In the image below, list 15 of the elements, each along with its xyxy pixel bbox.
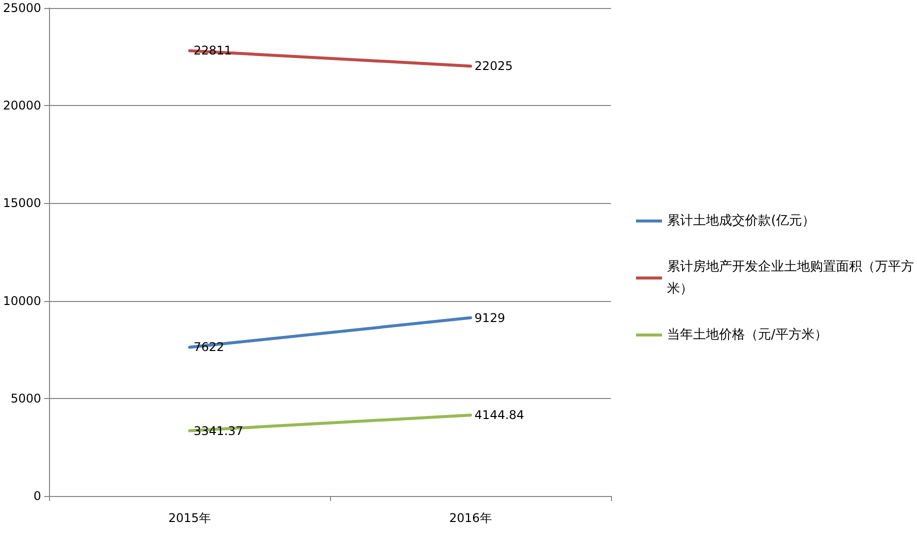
data-label: 22025 xyxy=(474,59,513,74)
legend-label: 累计土地成交价款(亿元） xyxy=(667,212,816,228)
x-tick-label: 2016年 xyxy=(449,511,492,525)
y-tick-label: 15000 xyxy=(2,196,42,210)
data-label: 9129 xyxy=(474,310,506,325)
y-tick-label: 25000 xyxy=(2,1,42,15)
y-tick-label: 5000 xyxy=(10,391,42,406)
x-tick-label: 2015年 xyxy=(168,511,211,525)
y-tick-label: 0 xyxy=(34,489,42,503)
data-label: 22811 xyxy=(194,44,232,58)
y-tick-label: 10000 xyxy=(2,294,42,308)
y-tick-label: 20000 xyxy=(2,98,42,113)
legend-label: 累计房地产开发企业土地购置面积（万平方米） xyxy=(667,258,914,296)
legend-label: 当年土地价格（元/平方米） xyxy=(667,326,828,342)
data-label: 4144.84 xyxy=(474,408,524,422)
